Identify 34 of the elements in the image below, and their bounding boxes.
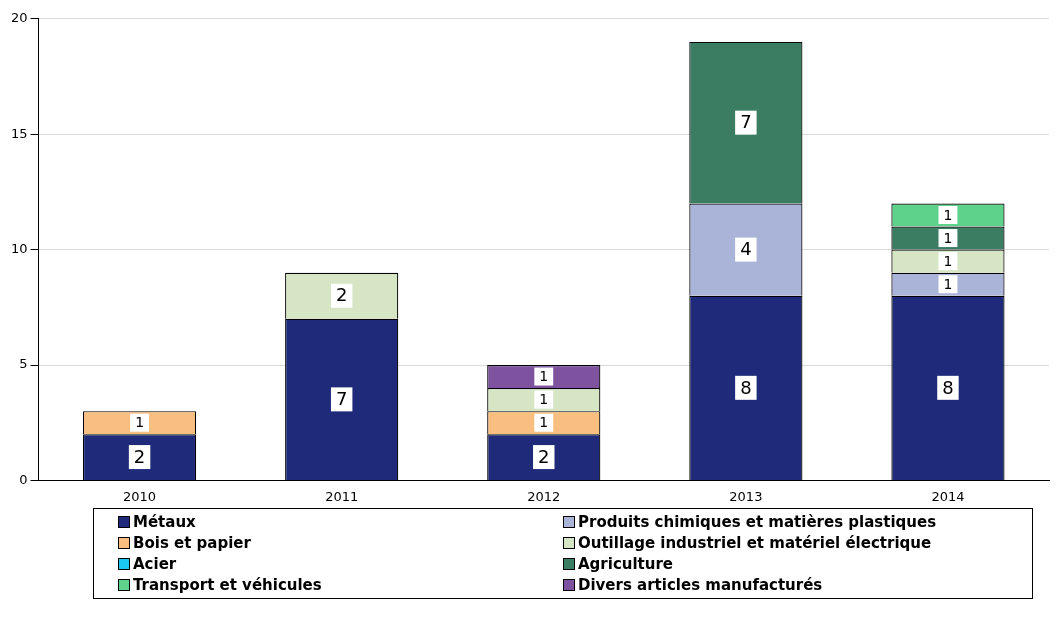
data-label: 2: [538, 445, 550, 467]
y-tick-label: 0: [19, 471, 28, 487]
data-label: 2: [133, 445, 146, 467]
data-label: 7: [740, 111, 752, 133]
y-tick-label: 15: [11, 125, 28, 141]
legend-label: Acier: [133, 555, 177, 573]
data-label: 1: [943, 206, 953, 223]
data-label: 1: [943, 275, 953, 292]
legend-label: Transport et véhicules: [133, 576, 322, 594]
legend-label: Outillage industriel et matériel électrique: [578, 534, 932, 552]
x-tick-label: 2011: [325, 488, 359, 504]
x-tick-label: 2010: [123, 488, 157, 504]
data-label: 1: [539, 414, 549, 431]
legend-label: Divers articles manufacturés: [578, 576, 823, 594]
y-tick-label: 10: [11, 240, 28, 256]
data-label: 1: [539, 391, 549, 408]
x-tick-label: 2014: [931, 488, 965, 504]
data-label: 1: [135, 414, 145, 431]
data-label: 8: [740, 376, 752, 398]
data-label: 1: [539, 368, 549, 385]
x-tick-label: 2013: [729, 488, 763, 504]
data-label: 4: [740, 238, 752, 260]
y-tick-label: 5: [19, 356, 28, 372]
legend-label: Bois et papier: [133, 534, 251, 552]
x-tick-label: 2012: [527, 488, 561, 504]
legend-label: Métaux: [133, 513, 196, 531]
data-label: 1: [943, 229, 953, 246]
data-label: 2: [335, 284, 348, 306]
data-label: 1: [943, 252, 953, 269]
data-label: 7: [335, 388, 348, 410]
data-label: 8: [942, 376, 954, 398]
legend-label: Produits chimiques et matières plastiques: [578, 513, 937, 531]
y-tick-label: 20: [11, 10, 28, 26]
legend-label: Agriculture: [578, 555, 674, 573]
